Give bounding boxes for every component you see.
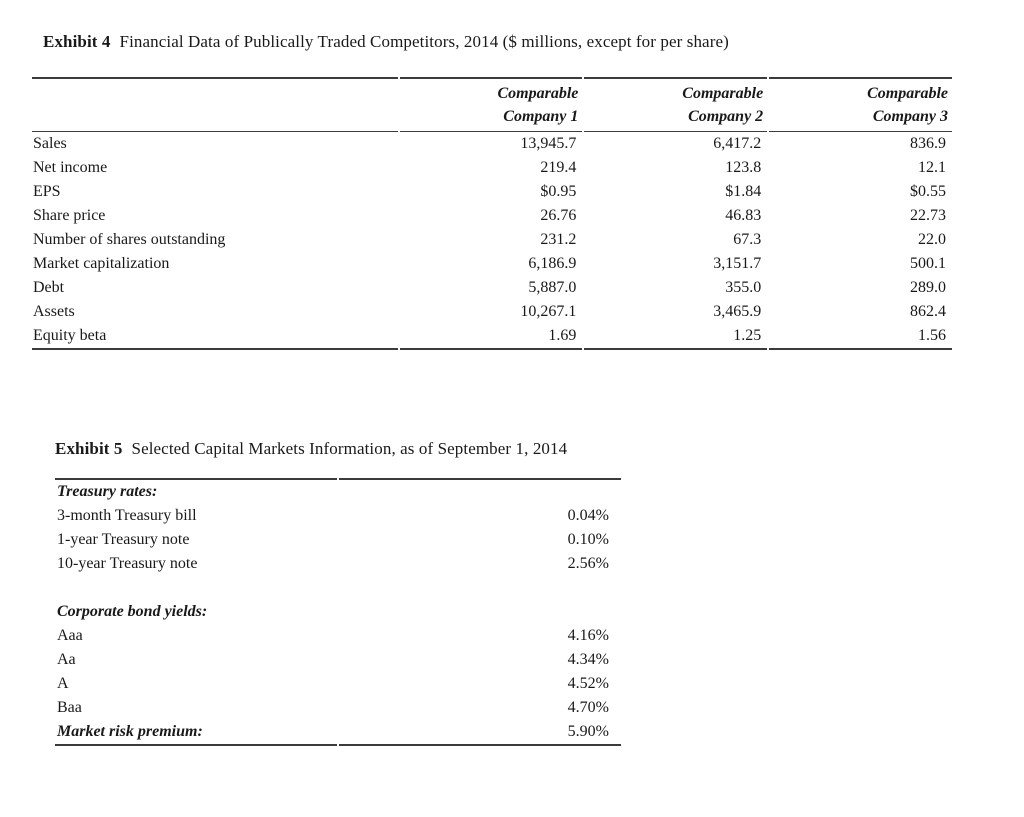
cell-value: 26.76 <box>540 207 577 224</box>
cell-value: 46.83 <box>725 207 762 224</box>
cell-value: 22.0 <box>918 231 946 248</box>
table-row: Share price 26.76 46.83 22.73 <box>32 204 952 228</box>
cell-value: 4.16% <box>567 627 609 644</box>
row-label: Sales <box>33 135 67 152</box>
cell-value: 862.4 <box>910 303 946 320</box>
cell-value: 67.3 <box>733 231 762 248</box>
exhibit5-title-label: Exhibit 5 <box>55 439 123 458</box>
market-risk-premium-row: Market risk premium: 5.90% <box>55 720 621 746</box>
exhibit4-title-text: Financial Data of Publically Traded Comp… <box>119 32 729 51</box>
exhibit5-title: Exhibit 5 Selected Capital Markets Inform… <box>55 438 567 460</box>
column-header-line2: Company 2 <box>688 108 764 125</box>
table-row: 3-month Treasury bill 0.04% <box>55 504 621 528</box>
cell-value: 0.04% <box>567 507 609 524</box>
cell-value: 10,267.1 <box>520 303 577 320</box>
cell-value: 5.90% <box>339 720 621 746</box>
row-label: Aaa <box>57 627 83 644</box>
cell-value: 289.0 <box>910 279 946 296</box>
cell-value: $0.95 <box>540 183 577 200</box>
empty-cell <box>339 600 621 624</box>
row-label: Number of shares outstanding <box>33 231 226 248</box>
cell-value: 500.1 <box>910 255 946 272</box>
table-row: Equity beta 1.69 1.25 1.56 <box>32 324 952 350</box>
cell-value: 3,465.9 <box>713 303 762 320</box>
row-label: Market risk premium: <box>55 720 337 746</box>
section-heading-row: Treasury rates: <box>55 478 621 504</box>
row-label: Equity beta <box>32 324 398 350</box>
empty-cell <box>339 576 621 600</box>
cell-value: $1.84 <box>725 183 762 200</box>
cell-value: 1.69 <box>399 324 583 350</box>
table-row: Sales 13,945.7 6,417.2 836.9 <box>32 132 952 156</box>
table-row: Net income 219.4 123.8 12.1 <box>32 156 952 180</box>
row-label: 1-year Treasury note <box>57 531 190 548</box>
exhibit4-table: Comparable Company 1 Comparable Company … <box>30 77 954 350</box>
bond-yields-heading: Corporate bond yields: <box>57 603 208 620</box>
table-row: 1-year Treasury note 0.10% <box>55 528 621 552</box>
cell-value: 3,151.7 <box>713 255 762 272</box>
row-label: 3-month Treasury bill <box>57 507 197 524</box>
row-label: Market capitalization <box>33 255 170 272</box>
table-row: Assets 10,267.1 3,465.9 862.4 <box>32 300 952 324</box>
cell-value: 0.10% <box>567 531 609 548</box>
exhibit4-header-company1: Comparable Company 1 <box>399 77 583 132</box>
cell-value: 1.56 <box>769 324 952 350</box>
column-header-line2: Company 3 <box>872 108 948 125</box>
cell-value: 1.25 <box>584 324 768 350</box>
table-row: EPS $0.95 $1.84 $0.55 <box>32 180 952 204</box>
section-heading-row: Corporate bond yields: <box>55 600 621 624</box>
cell-value: 4.34% <box>567 651 609 668</box>
column-header-line1: Comparable <box>682 85 764 102</box>
cell-value: 123.8 <box>725 159 762 176</box>
cell-value: 6,186.9 <box>528 255 577 272</box>
row-label: Debt <box>33 279 65 296</box>
table-row: 10-year Treasury note 2.56% <box>55 552 621 576</box>
row-label: Assets <box>33 303 75 320</box>
cell-value: 2.56% <box>567 555 609 572</box>
exhibit5-table: Treasury rates: 3-month Treasury bill 0.… <box>53 478 623 746</box>
cell-value: 12.1 <box>918 159 946 176</box>
treasury-heading: Treasury rates: <box>55 478 337 504</box>
exhibit4-title-label: Exhibit 4 <box>43 32 111 51</box>
cell-value: 231.2 <box>540 231 577 248</box>
table-row: A 4.52% <box>55 672 621 696</box>
table-row: Aaa 4.16% <box>55 624 621 648</box>
exhibit4-header-empty <box>32 77 398 132</box>
row-label: A <box>57 675 69 692</box>
empty-cell <box>55 576 337 600</box>
cell-value: 13,945.7 <box>520 135 577 152</box>
row-label: Baa <box>57 699 82 716</box>
table-row: Debt 5,887.0 355.0 289.0 <box>32 276 952 300</box>
empty-cell <box>339 478 621 504</box>
row-label: 10-year Treasury note <box>57 555 198 572</box>
row-label: Net income <box>33 159 108 176</box>
exhibit4-header-company3: Comparable Company 3 <box>769 77 952 132</box>
cell-value: 22.73 <box>910 207 946 224</box>
column-header-line2: Company 1 <box>503 108 579 125</box>
cell-value: 836.9 <box>910 135 946 152</box>
row-label: EPS <box>33 183 61 200</box>
exhibit5-title-text: Selected Capital Markets Information, as… <box>131 439 568 458</box>
cell-value: 219.4 <box>540 159 577 176</box>
row-label: Share price <box>33 207 106 224</box>
cell-value: 6,417.2 <box>713 135 762 152</box>
cell-value: 4.70% <box>567 699 609 716</box>
exhibit4-header-company2: Comparable Company 2 <box>584 77 768 132</box>
cell-value: 4.52% <box>567 675 609 692</box>
table-row: Aa 4.34% <box>55 648 621 672</box>
row-label: Aa <box>57 651 76 668</box>
cell-value: $0.55 <box>910 183 946 200</box>
table-row: Number of shares outstanding 231.2 67.3 … <box>32 228 952 252</box>
cell-value: 355.0 <box>725 279 762 296</box>
spacer-row <box>55 576 621 600</box>
exhibit4-header-row: Comparable Company 1 Comparable Company … <box>32 77 952 132</box>
column-header-line1: Comparable <box>867 85 948 102</box>
table-row: Baa 4.70% <box>55 696 621 720</box>
table-row: Market capitalization 6,186.9 3,151.7 50… <box>32 252 952 276</box>
cell-value: 5,887.0 <box>528 279 577 296</box>
column-header-line1: Comparable <box>497 85 579 102</box>
exhibit4-title: Exhibit 4 Financial Data of Publically Tr… <box>43 31 729 53</box>
